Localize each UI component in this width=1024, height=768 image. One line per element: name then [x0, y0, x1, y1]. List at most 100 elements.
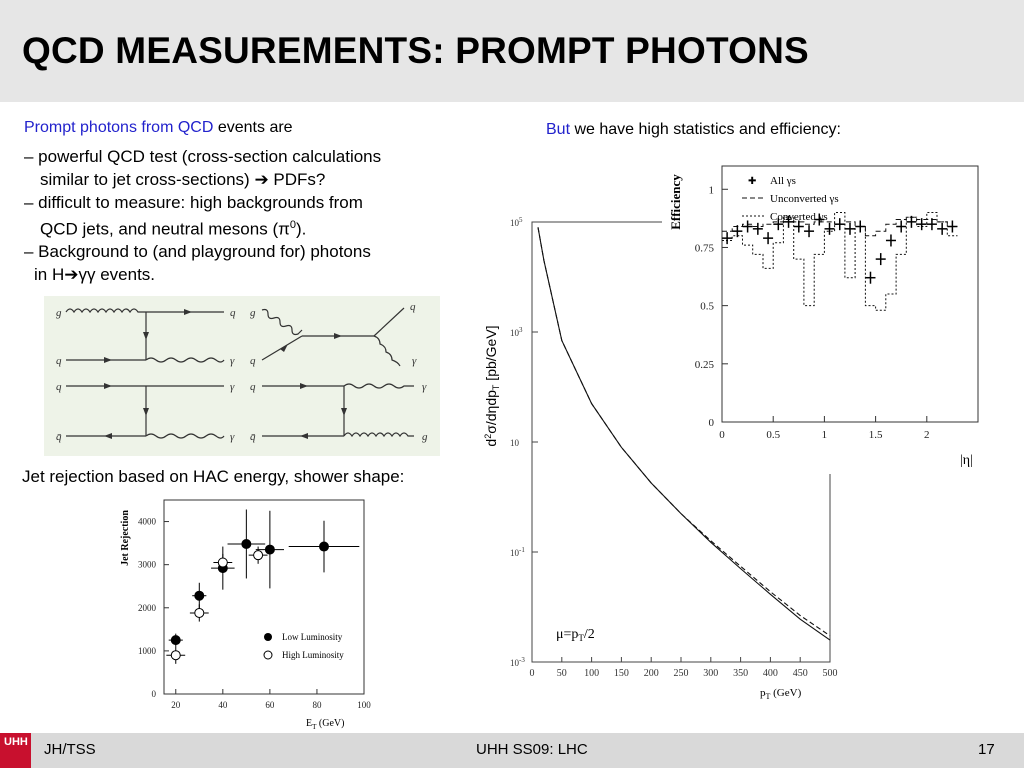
y-tick-label: 1000 [138, 646, 157, 656]
x-tick-label: 350 [733, 668, 748, 679]
x-tick-label: 1 [822, 429, 828, 441]
y-tick-label: 0.5 [700, 301, 714, 313]
x-tick-label: 1.5 [869, 429, 883, 441]
y-tick-label: 4000 [138, 517, 157, 527]
right-intro-line: But we have high statistics and efficien… [546, 118, 841, 141]
label-gamma: γ [230, 381, 235, 393]
bullet-2-end: ). [295, 219, 307, 239]
label-qbar: q̄ [56, 431, 62, 443]
x-axis-label: ET (GeV) [306, 718, 344, 731]
y-tick-labels: 1 0.75 0.5 0.25 0 [695, 184, 728, 429]
bullet-2-line-2: QCD jets, and neutral mesons (π0). [40, 214, 306, 241]
x-tick-label: 80 [312, 700, 322, 710]
university-logo: UHH [0, 733, 31, 768]
arrow-icon [104, 433, 112, 439]
jet-rejection-caption: Jet rejection based on HAC energy, showe… [22, 467, 405, 486]
label-q: q [250, 355, 256, 367]
legend-all: All γs [770, 175, 796, 187]
footer-author: JH/TSS [44, 741, 96, 758]
arrow-icon [341, 408, 347, 416]
arrow-icon [334, 333, 342, 339]
scale-label: μ=pT/2 [556, 627, 595, 643]
arrow-icon [104, 357, 112, 363]
photon-line [145, 357, 225, 363]
bullet-3-line-1: – Background to (and playground for) pho… [24, 242, 371, 261]
x-tick-labels: 0 50 100 150 200 250 300 350 400 450 500 [530, 657, 838, 679]
bullet-1-pdfs: PDFs? [268, 170, 326, 189]
x-tick-label: 500 [823, 668, 838, 679]
bullet-3-end: γγ events. [78, 265, 156, 284]
label-q: q [230, 307, 236, 319]
arrow-icon [184, 309, 192, 315]
legend-converted: Converted γs [770, 211, 828, 223]
bullet-2-text: QCD jets, and neutral mesons (π [40, 219, 290, 239]
legend: Low Luminosity High Luminosity [263, 632, 344, 660]
jet-rejection-plot: 4000 3000 2000 1000 0 20 40 60 80 100 Jet Reject… [108, 494, 376, 738]
x-axis-label: pT (GeV) [760, 687, 802, 701]
bullet-3-line-2: in H➔γγ events. [34, 263, 155, 286]
gluon-line [261, 308, 303, 336]
x-tick-label: 450 [793, 668, 808, 679]
plot-frame [163, 499, 365, 695]
feynman-background [44, 296, 440, 456]
photon-line [343, 383, 414, 389]
efficiency-series [722, 212, 958, 311]
pi-superscript: 0 [289, 219, 296, 231]
x-tick-label: 100 [584, 668, 599, 679]
legend-unconverted: Unconverted γs [770, 193, 839, 205]
legend-filled-marker [264, 633, 272, 641]
photon-line [373, 335, 401, 367]
x-tick-label: 2 [924, 429, 930, 441]
y-tick-label: 10 [510, 438, 520, 448]
arrow-icon: ➔ [254, 170, 269, 189]
arrow-icon [104, 383, 112, 389]
bullet-3-text: in H [34, 265, 65, 284]
y-tick-labels: 105 103 10 10-1 10-3 [510, 216, 538, 668]
low-luminosity-point [319, 541, 329, 552]
high-luminosity-point [194, 607, 205, 618]
intro-highlight: Prompt photons from QCD [24, 119, 214, 136]
gluon-line [343, 432, 414, 438]
right-intro-highlight: But [546, 121, 571, 138]
y-tick-label: 1 [709, 184, 715, 196]
feynman-diagrams: g q q γ g q q γ q γ q̄ γ q γ q̄ g [44, 296, 440, 456]
theory-curve-dashed [537, 227, 831, 637]
label-gamma: γ [422, 381, 427, 393]
high-luminosity-point [217, 557, 228, 568]
label-qbar: q̄ [250, 431, 256, 443]
y-axis-label: Efficiency [668, 174, 683, 230]
label-g: g [250, 307, 256, 319]
x-tick-label: 100 [357, 700, 371, 710]
title-bar [0, 0, 1024, 102]
x-tick-label: 200 [644, 668, 659, 679]
x-tick-labels: 0 0.5 1 1.5 2 [719, 416, 930, 441]
intro-rest: events are [213, 119, 293, 136]
arrow-icon [143, 408, 149, 416]
bullet-1-line-2: similar to jet cross-sections) ➔ PDFs? [40, 168, 325, 191]
y-tick-labels: 4000 3000 2000 1000 0 [138, 517, 169, 699]
label-q: q [56, 355, 62, 367]
low-luminosity-point [264, 544, 275, 555]
label-gamma: γ [230, 355, 235, 367]
footer-course: UHH SS09: LHC [476, 741, 588, 758]
footer-bar [0, 733, 1024, 768]
efficiency-plot: 1 0.75 0.5 0.25 0 0 0.5 1 1.5 2 Efficiency |η| ✚… [662, 162, 982, 474]
high-luminosity-point [170, 650, 181, 661]
low-luminosity-point [241, 538, 252, 549]
legend-open-marker [263, 650, 273, 660]
logo-text: UHH [4, 736, 28, 748]
y-tick-label: 10-3 [510, 656, 525, 668]
label-q: q [250, 381, 256, 393]
y-axis-label: Jet Rejection [120, 510, 131, 566]
x-tick-label: 300 [703, 668, 718, 679]
y-tick-label: 10-1 [510, 546, 525, 558]
label-q: q [410, 301, 416, 313]
x-tick-label: 40 [218, 700, 228, 710]
x-axis-label: |η| [960, 453, 973, 468]
y-tick-label: 103 [510, 326, 523, 338]
legend-low: Low Luminosity [282, 632, 343, 642]
bullet-1-text: similar to jet cross-sections) [40, 170, 250, 189]
arrow-icon [280, 344, 288, 352]
x-tick-label: 400 [763, 668, 778, 679]
y-axis-label: d2σ/dηdpT [pb/GeV] [483, 325, 501, 446]
